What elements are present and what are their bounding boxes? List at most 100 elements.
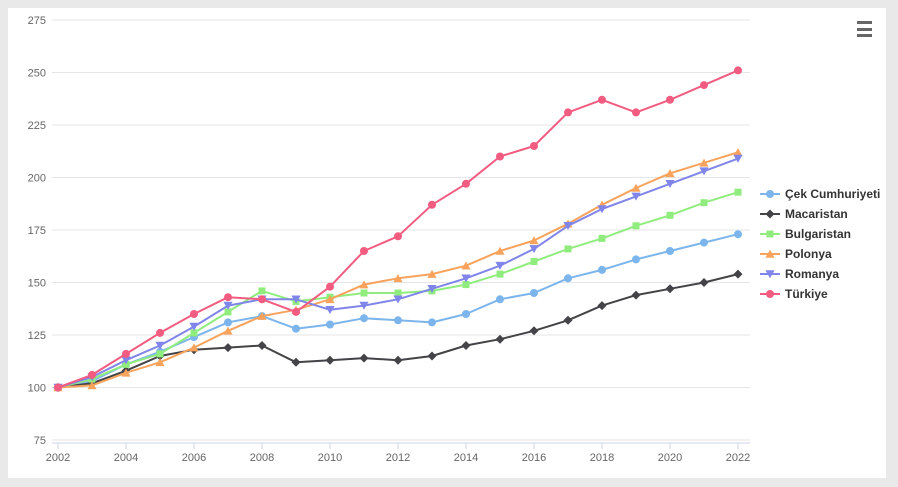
data-point-marker [530,258,538,265]
legend-item-Romanya[interactable]: Romanya [760,264,880,284]
data-point-marker [326,320,334,329]
data-point-marker [428,318,436,327]
data-point-marker [156,328,164,337]
data-point-marker [461,341,471,350]
data-point-marker [598,265,606,274]
data-point-marker [666,95,674,104]
data-point-marker [190,310,198,318]
data-point-marker [359,353,369,363]
data-point-marker [631,192,641,201]
data-point-marker [462,179,470,188]
y-axis-label: 250 [28,68,46,80]
x-axis-label: 2020 [658,452,682,464]
data-point-marker [393,295,403,304]
data-point-marker [326,282,334,291]
series-Romanya[interactable] [53,154,743,392]
data-point-marker [393,355,403,365]
data-point-marker [766,190,774,198]
data-point-marker [632,255,640,264]
y-axis-label: 75 [34,435,46,447]
data-point-marker [734,66,742,75]
data-point-marker [496,270,504,278]
data-point-marker [88,370,96,379]
data-point-marker [734,188,742,196]
data-point-marker [224,293,232,302]
data-point-marker [462,310,470,318]
data-point-marker [461,261,471,270]
y-axis-label: 225 [28,120,46,132]
legend-item-Macaristan[interactable]: Macaristan [760,204,880,224]
data-point-marker [325,295,335,304]
data-point-marker [496,295,504,304]
legend-label: Romanya [785,267,840,281]
series-Bulgaristan[interactable] [54,188,742,391]
y-axis-label: 275 [28,15,46,27]
data-point-marker [394,232,402,241]
data-point-marker [291,357,301,367]
data-point-marker [598,234,606,242]
x-axis-label: 2010 [318,452,342,464]
data-point-marker [190,329,198,337]
legend-item-Polonya[interactable]: Polonya [760,244,880,264]
data-point-marker [258,287,266,295]
data-point-marker [564,274,572,283]
x-axis-label: 2016 [522,452,546,464]
data-point-marker [665,284,675,294]
data-point-marker [564,108,572,117]
hamburger-menu-icon [857,21,872,24]
legend-item-Türkiye[interactable]: Türkiye [760,284,880,304]
x-axis-label: 2008 [250,452,274,464]
data-point-marker [258,295,266,304]
data-point-marker [223,326,233,335]
data-point-marker [734,230,742,239]
series-Çek Cumhuriyeti[interactable] [54,230,742,392]
data-point-marker [631,183,641,192]
data-point-marker [632,222,640,230]
data-point-marker [699,158,709,167]
legend-item-Bulgaristan[interactable]: Bulgaristan [760,224,880,244]
x-axis-label: 2022 [726,452,750,464]
triangle-down-legend-marker-icon [760,270,780,279]
data-point-marker [529,245,539,254]
data-point-marker [359,280,369,289]
data-point-marker [529,326,539,336]
data-point-marker [325,306,335,314]
chart-panel: 75 100 125 150 175 200 225 250 275 2002 2004 2006 20… [8,8,886,478]
data-point-marker [360,314,368,323]
data-point-marker [495,334,505,344]
data-point-marker [292,324,300,333]
y-axis-label: 100 [28,383,46,395]
legend-label: Polonya [785,247,832,261]
legend-label: Bulgaristan [785,227,852,241]
data-point-marker [462,281,470,289]
export-menu-button[interactable] [855,20,875,38]
data-point-marker [224,318,232,327]
data-point-marker [189,343,199,352]
data-point-marker [598,95,606,104]
data-point-marker [359,301,369,310]
data-point-marker [666,247,674,255]
data-point-marker [733,269,743,279]
legend-item-Çek Cumhuriyeti[interactable]: Çek Cumhuriyeti [760,184,880,204]
data-point-marker [155,358,165,367]
data-point-marker [563,222,573,230]
x-axis-label: 2002 [46,452,70,464]
legend: Çek Cumhuriyeti Macaristan Bulgaristan Polo… [760,184,880,304]
data-point-marker [291,295,301,304]
data-point-marker [665,180,675,188]
data-point-marker [564,245,572,253]
data-point-marker [530,142,538,150]
data-point-marker [765,270,775,279]
data-point-marker [529,236,539,245]
y-axis-label: 150 [28,278,46,290]
x-axis-label: 2018 [590,452,614,464]
chart-canvas: 75 100 125 150 175 200 225 250 275 2002 2004 2006 20… [28,15,751,464]
data-point-marker [360,289,368,297]
data-point-marker [631,290,641,300]
y-axis-label: 200 [28,173,46,185]
data-point-marker [360,247,368,255]
data-point-marker [597,205,607,214]
series-Türkiye[interactable] [54,66,742,392]
y-axis-label: 175 [28,225,46,237]
